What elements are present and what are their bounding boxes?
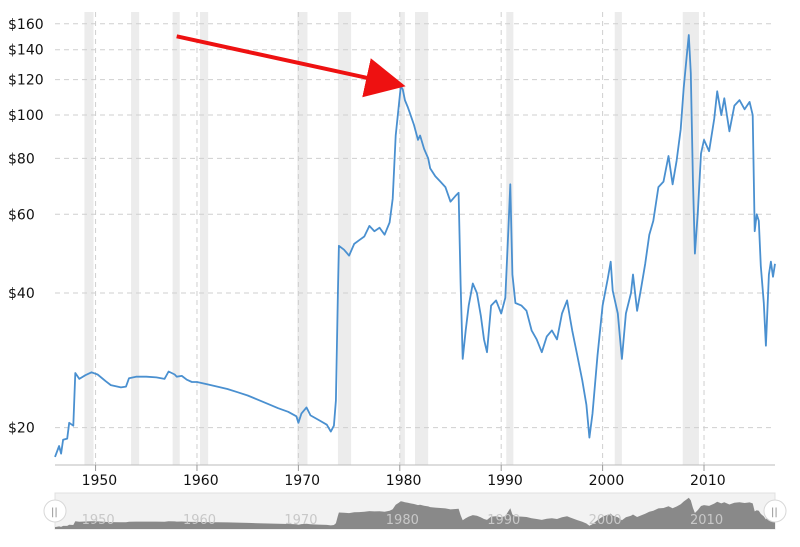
navigator-label: 1990	[487, 513, 520, 528]
x-tick-label: 2000	[589, 473, 625, 489]
y-tick-label: $160	[8, 17, 44, 33]
x-tick-label: 1960	[183, 473, 219, 489]
navigator-label: 2000	[589, 513, 622, 528]
y-tick-label: $20	[8, 421, 35, 437]
navigator-area	[55, 497, 775, 529]
recession-band	[415, 12, 429, 465]
annotation-arrow-group	[176, 34, 406, 98]
navigator-handle-grip: ||	[771, 507, 778, 518]
x-tick-label: 1980	[386, 473, 422, 489]
y-tick-label: $100	[8, 108, 44, 124]
navigator-handle-left[interactable]	[43, 499, 67, 523]
x-tick-label: 1950	[82, 473, 118, 489]
x-tick-label: 2010	[690, 473, 726, 489]
recession-band	[506, 12, 514, 465]
y-tick-label: $140	[8, 43, 44, 59]
navigator-label: 1970	[284, 513, 317, 528]
x-tick-label: 1990	[487, 473, 523, 489]
recession-band	[172, 12, 180, 465]
navigator-label: 1960	[183, 513, 216, 528]
y-tick-label: $60	[8, 207, 35, 223]
x-axis: 1950 1960 1970 1980 1990 2000 2010	[55, 464, 775, 489]
grid	[55, 12, 775, 465]
recession-band	[84, 12, 94, 465]
navigator-label: 1950	[82, 513, 115, 528]
annotation-arrow	[176, 34, 406, 98]
navigator-label: 2010	[690, 513, 723, 528]
recession-band	[614, 12, 622, 465]
recession-bands	[84, 12, 699, 465]
y-axis: $20 $40 $60 $80 $100 $120 $140 $160	[8, 17, 44, 437]
y-tick-label: $80	[8, 151, 35, 167]
recession-band	[200, 12, 209, 465]
series-line-group	[54, 34, 776, 458]
x-tick-label: 1970	[284, 473, 320, 489]
navigator[interactable]: 1950 1960 1970 1980 1990 2000 2010 || ||	[43, 492, 787, 530]
recession-band	[131, 12, 140, 465]
navigator-handle-right[interactable]	[763, 499, 787, 523]
navigator-handle-grip: ||	[51, 507, 58, 518]
recession-band	[297, 12, 308, 465]
recession-band	[337, 12, 352, 465]
recession-band	[682, 12, 699, 465]
y-tick-label: $40	[8, 286, 35, 302]
navigator-label: 1980	[386, 513, 419, 528]
y-tick-label: $120	[8, 73, 44, 89]
series-line	[54, 34, 776, 458]
recession-band	[399, 12, 405, 465]
